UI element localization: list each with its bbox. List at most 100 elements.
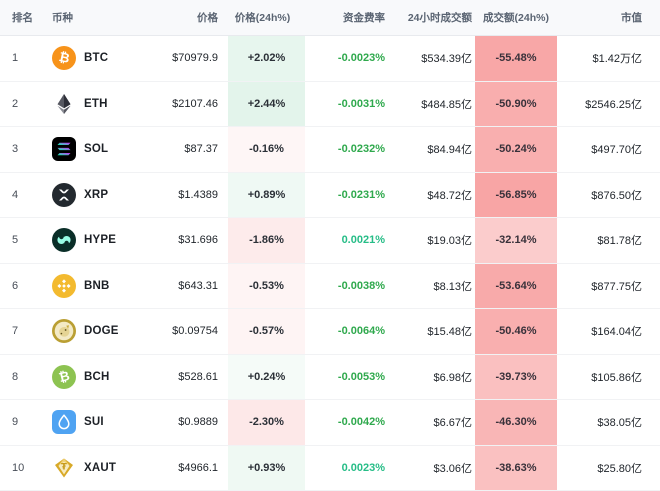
price-cell: $31.696 <box>178 234 218 247</box>
coin-symbol: BCH <box>84 370 110 383</box>
table-row-sol[interactable]: 3 SOL $87.37 -0.16% -0.0232% $84.94亿 -50.24% $… <box>0 127 660 173</box>
price-change-cell: -0.16% <box>220 127 305 172</box>
price-cell: $70979.9 <box>172 52 218 65</box>
volume-change-value: -38.63% <box>475 445 557 490</box>
btc-icon: ₿ <box>52 46 76 71</box>
price-cell: $0.09754 <box>172 325 218 338</box>
table-row-sui[interactable]: 9 SUI $0.9889 -2.30% -0.0042% $6.67亿 -46.30% $… <box>0 400 660 446</box>
rank-cell: 3 <box>12 143 19 156</box>
table-row-xrp[interactable]: 4 XRP $1.4389 +0.89% -0.0231% $48.72亿 -56.85%… <box>0 172 660 218</box>
price-change-value: +0.89% <box>228 172 305 217</box>
market-cap-cell: $2546.25亿 <box>585 98 642 111</box>
header-price[interactable]: 价格 <box>197 12 218 24</box>
price-cell: $643.31 <box>178 279 218 292</box>
volume-cell: $6.98亿 <box>433 371 472 384</box>
volume-change-cell: -32.14% <box>475 218 557 263</box>
price-change-value: -0.16% <box>228 127 305 172</box>
price-change-cell: +0.24% <box>220 354 305 399</box>
volume-change-value: -50.24% <box>475 127 557 172</box>
header-rank[interactable]: 排名 <box>12 12 33 24</box>
coin-cell: ₿ BCH <box>36 355 150 400</box>
rank-cell: 1 <box>12 52 19 65</box>
eth-icon <box>52 92 76 116</box>
coin-cell: SOL <box>36 127 150 172</box>
coin-cell: HYPE <box>36 218 150 263</box>
doge-icon <box>52 319 76 344</box>
table-header: 排名 币种 价格 价格(24h%) 资金费率 24小时成交额 成交额(24h%) 市值 <box>0 0 660 36</box>
funding-rate-cell: 0.0023% <box>341 461 385 474</box>
coin-cell: BNB <box>36 264 150 309</box>
market-cap-cell: $876.50亿 <box>591 189 642 202</box>
table-row-doge[interactable]: 7 DOGE $0.09754 -0.57% -0.0064% $15.48亿 -50.4… <box>0 309 660 355</box>
volume-change-cell: -55.48% <box>475 36 557 81</box>
volume-change-value: -56.85% <box>475 172 557 217</box>
header-price_chg[interactable]: 价格(24h%) <box>234 12 291 24</box>
bnb-icon <box>52 273 76 298</box>
rank-cell: 6 <box>12 279 19 292</box>
funding-rate-cell: 0.0021% <box>341 234 385 247</box>
coin-symbol: BTC <box>84 52 109 65</box>
header-funding[interactable]: 资金费率 <box>343 12 385 24</box>
coin-symbol: XAUT <box>84 461 117 474</box>
volume-cell: $84.94亿 <box>427 144 472 157</box>
volume-change-value: -55.48% <box>475 36 557 81</box>
volume-change-value: -32.14% <box>475 218 557 263</box>
table-row-eth[interactable]: 2 ETH $2107.46 +2.44% -0.0031% $484.85亿 -50.9… <box>0 81 660 127</box>
funding-rate-cell: -0.0023% <box>337 52 385 65</box>
funding-rate-cell: -0.0064% <box>337 325 385 338</box>
price-change-cell: -0.57% <box>220 309 305 354</box>
price-change-value: +0.93% <box>228 445 305 490</box>
xaut-icon: ₮ <box>52 456 76 480</box>
header-market_cap[interactable]: 市值 <box>621 12 642 24</box>
rank-cell: 8 <box>12 370 19 383</box>
price-change-value: +2.02% <box>228 36 305 81</box>
table-row-bnb[interactable]: 6 BNB $643.31 -0.53% -0.0038% $8.13亿 -53.64% $… <box>0 263 660 309</box>
coin-symbol: DOGE <box>84 325 119 338</box>
table-row-bch[interactable]: 8 ₿ BCH $528.61 +0.24% -0.0053% $6.98亿 -39.73% $… <box>0 354 660 400</box>
price-change-cell: -0.53% <box>220 263 305 308</box>
coin-symbol: BNB <box>84 279 110 292</box>
volume-change-value: -50.46% <box>475 309 557 354</box>
price-cell: $528.61 <box>178 370 218 383</box>
market-cap-cell: $38.05亿 <box>597 417 642 430</box>
market-cap-cell: $497.70亿 <box>591 144 642 157</box>
volume-change-cell: -39.73% <box>475 354 557 399</box>
volume-change-value: -46.30% <box>475 400 557 445</box>
coin-cell: ₿ BTC <box>36 36 150 81</box>
coin-symbol: HYPE <box>84 234 117 247</box>
coin-cell: ₮ XAUT <box>36 446 150 491</box>
xrp-icon <box>52 182 76 207</box>
price-cell: $2107.46 <box>172 97 218 110</box>
header-volume_chg[interactable]: 成交额(24h%) <box>483 12 549 24</box>
price-change-value: -1.86% <box>228 218 305 263</box>
sui-icon <box>52 410 76 435</box>
table-row-btc[interactable]: 1 ₿ BTC $70979.9 +2.02% -0.0023% $534.39亿 -55.4… <box>0 36 660 82</box>
rank-cell: 2 <box>12 97 19 110</box>
header-volume[interactable]: 24小时成交额 <box>407 12 472 24</box>
funding-rate-cell: -0.0038% <box>337 279 385 292</box>
volume-change-cell: -50.46% <box>475 309 557 354</box>
rank-cell: 5 <box>12 234 19 247</box>
bch-icon: ₿ <box>52 364 76 389</box>
rank-cell: 10 <box>12 461 25 474</box>
table-row-hype[interactable]: 5 HYPE $31.696 -1.86% 0.0021% $19.03亿 -32.14%… <box>0 218 660 264</box>
price-change-value: +2.44% <box>228 81 305 126</box>
volume-cell: $19.03亿 <box>427 235 472 248</box>
funding-rate-cell: -0.0232% <box>337 143 385 156</box>
price-change-cell: -1.86% <box>220 218 305 263</box>
table-row-xaut[interactable]: 10 ₮ XAUT $4966.1 +0.93% 0.0023% $3.06亿 -38.63… <box>0 445 660 491</box>
coin-cell: SUI <box>36 400 150 445</box>
price-change-cell: +0.93% <box>220 445 305 490</box>
price-change-value: +0.24% <box>228 354 305 399</box>
price-cell: $4966.1 <box>178 461 218 474</box>
funding-rate-cell: -0.0042% <box>337 416 385 429</box>
coin-cell: DOGE <box>36 309 150 354</box>
coin-symbol: SOL <box>84 143 109 156</box>
header-coin[interactable]: 币种 <box>52 12 73 24</box>
price-change-cell: +0.89% <box>220 172 305 217</box>
volume-cell: $15.48亿 <box>427 326 472 339</box>
funding-rate-cell: -0.0053% <box>337 370 385 383</box>
market-cap-cell: $81.78亿 <box>597 235 642 248</box>
volume-cell: $6.67亿 <box>433 417 472 430</box>
